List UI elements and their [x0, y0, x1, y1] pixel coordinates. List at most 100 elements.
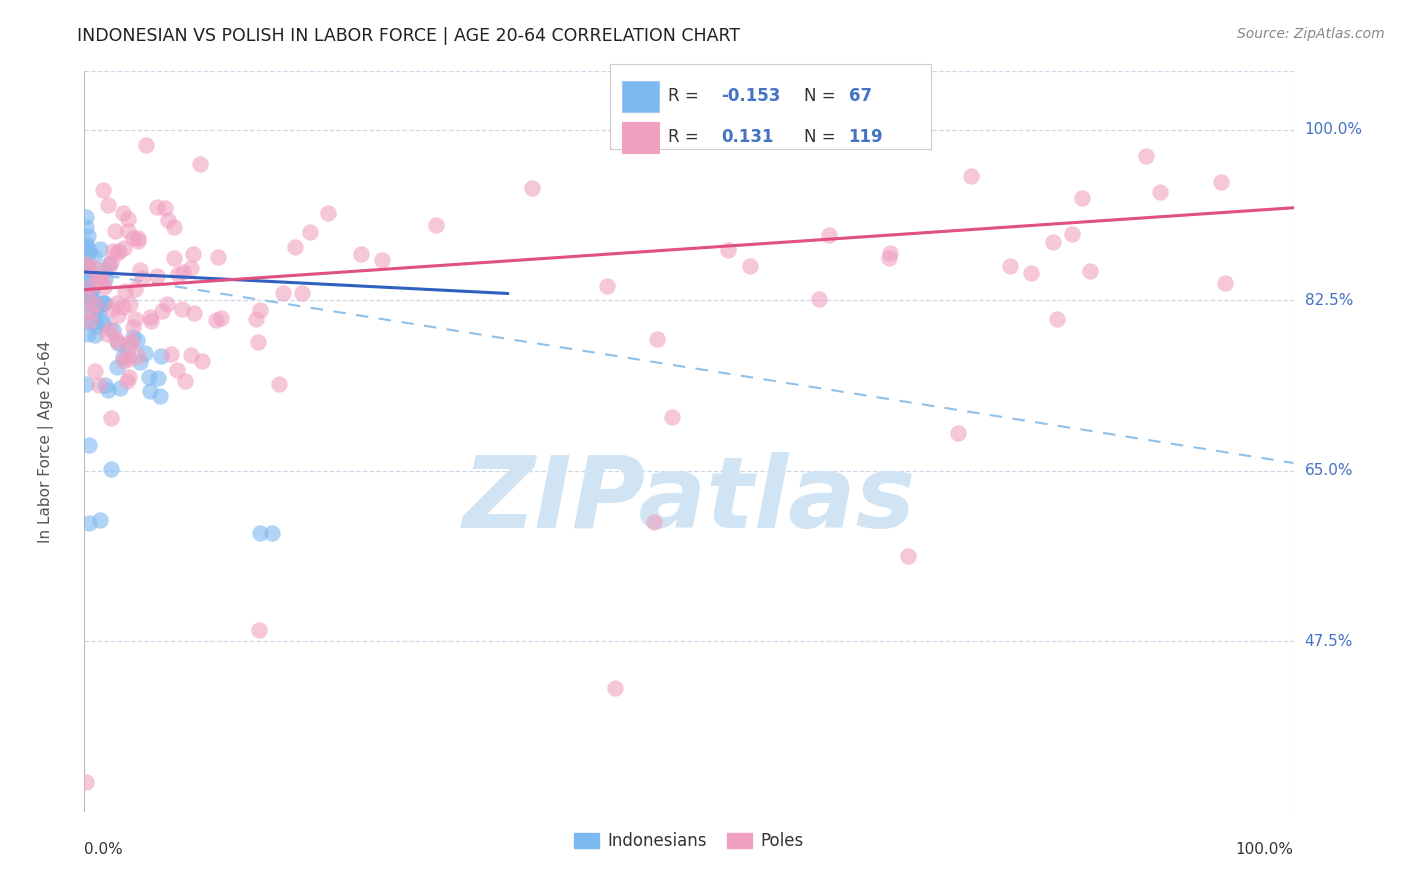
Text: 82.5%: 82.5%	[1305, 293, 1353, 308]
Point	[647, 332, 669, 346]
Point	[83, 327, 105, 342]
Point	[299, 225, 322, 239]
Point	[75, 210, 97, 224]
FancyBboxPatch shape	[623, 81, 659, 112]
Point	[100, 255, 122, 269]
Point	[1070, 191, 1092, 205]
Point	[897, 549, 920, 563]
Point	[86, 319, 108, 334]
Point	[79, 284, 101, 298]
Point	[146, 370, 169, 384]
Text: 65.0%: 65.0%	[1305, 463, 1353, 478]
Point	[97, 198, 120, 212]
Point	[75, 376, 97, 391]
Point	[75, 259, 97, 273]
Point	[120, 334, 142, 349]
Point	[93, 378, 115, 392]
Point	[183, 306, 205, 320]
Text: 119: 119	[849, 128, 883, 146]
Point	[79, 270, 101, 285]
Point	[98, 257, 121, 271]
Text: Source: ZipAtlas.com: Source: ZipAtlas.com	[1237, 27, 1385, 41]
Point	[316, 205, 339, 219]
Text: 0.131: 0.131	[721, 128, 775, 146]
Point	[107, 335, 129, 350]
Text: ZIPatlas: ZIPatlas	[463, 452, 915, 549]
Text: 0.0%: 0.0%	[84, 842, 124, 857]
Text: 47.5%: 47.5%	[1305, 633, 1353, 648]
Point	[82, 293, 104, 308]
Point	[249, 302, 271, 317]
Point	[120, 335, 142, 350]
Text: 67: 67	[849, 87, 872, 105]
Point	[93, 280, 115, 294]
Point	[520, 181, 543, 195]
Point	[93, 263, 115, 277]
Point	[115, 350, 138, 364]
Point	[77, 291, 100, 305]
Point	[247, 334, 270, 349]
Point	[245, 312, 267, 326]
Point	[661, 409, 683, 424]
Point	[145, 268, 167, 283]
Point	[1211, 175, 1233, 189]
Point	[110, 381, 132, 395]
Point	[172, 301, 194, 316]
Point	[127, 231, 149, 245]
Point	[1078, 264, 1101, 278]
Point	[117, 211, 139, 226]
Point	[96, 327, 118, 342]
Point	[879, 245, 901, 260]
Point	[82, 285, 104, 300]
Point	[188, 157, 211, 171]
Point	[93, 183, 115, 197]
Point	[75, 240, 97, 254]
Point	[79, 305, 101, 319]
Point	[998, 259, 1021, 273]
Point	[75, 314, 97, 328]
Point	[105, 359, 128, 374]
Point	[128, 355, 150, 369]
Point	[122, 330, 145, 344]
Point	[83, 297, 105, 311]
Point	[82, 304, 104, 318]
Point	[716, 243, 738, 257]
Point	[82, 276, 104, 290]
Text: 100.0%: 100.0%	[1236, 842, 1294, 857]
Point	[166, 267, 188, 281]
Point	[271, 286, 294, 301]
Point	[117, 343, 139, 357]
Point	[76, 296, 98, 310]
Point	[76, 229, 98, 244]
Point	[104, 332, 127, 346]
Point	[117, 224, 139, 238]
Legend: Indonesians, Poles: Indonesians, Poles	[568, 825, 810, 856]
Point	[75, 219, 97, 234]
Point	[205, 313, 228, 327]
Point	[79, 314, 101, 328]
Text: In Labor Force | Age 20-64: In Labor Force | Age 20-64	[38, 341, 53, 542]
Text: N =: N =	[804, 128, 841, 146]
Point	[153, 201, 176, 215]
Point	[740, 259, 762, 273]
Point	[122, 231, 145, 245]
Point	[209, 311, 232, 326]
Point	[877, 251, 900, 265]
Point	[1042, 235, 1064, 249]
Point	[249, 526, 271, 541]
Point	[1019, 266, 1042, 280]
Point	[93, 296, 115, 310]
Point	[80, 279, 103, 293]
Point	[90, 274, 112, 288]
Point	[100, 410, 122, 425]
Point	[284, 240, 307, 254]
Point	[960, 169, 983, 184]
Point	[1213, 276, 1236, 290]
Point	[808, 292, 831, 306]
Point	[77, 261, 100, 276]
Point	[149, 389, 172, 403]
Point	[291, 285, 314, 300]
Point	[159, 347, 181, 361]
Point	[97, 383, 120, 397]
Point	[134, 346, 156, 360]
